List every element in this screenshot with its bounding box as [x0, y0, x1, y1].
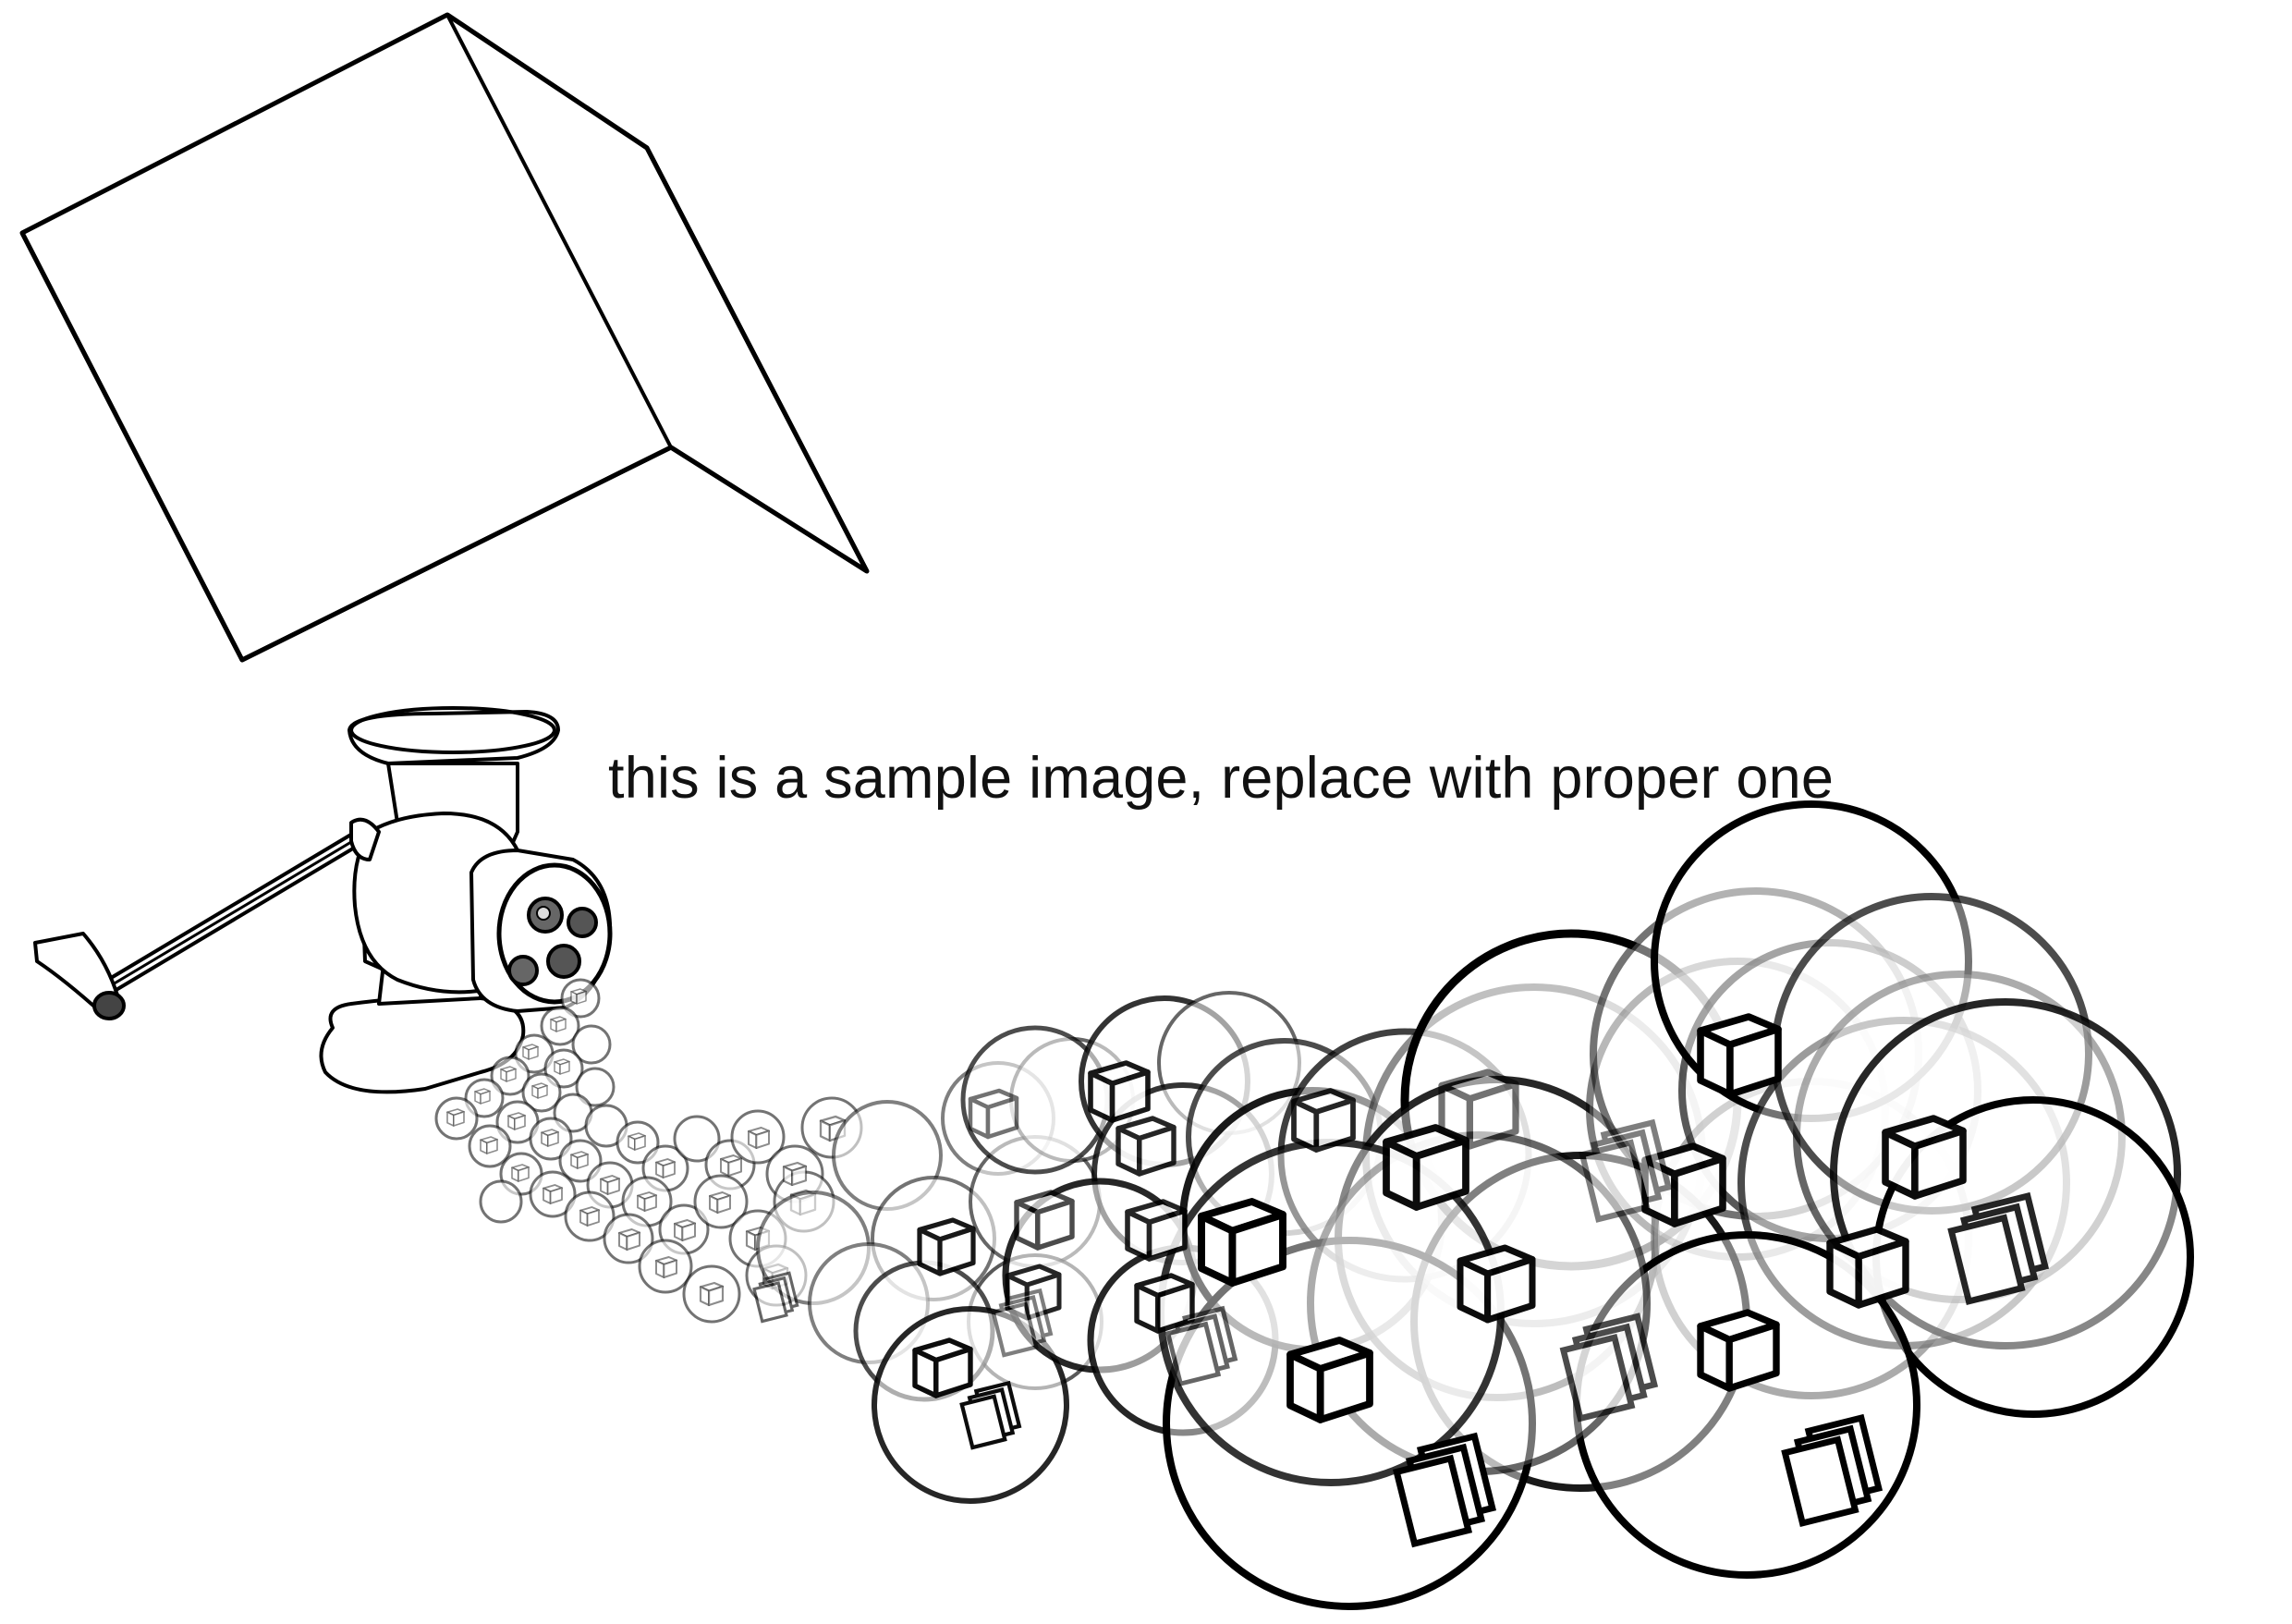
meat-grinder-icon: [33, 706, 613, 1094]
large-cube-icon: [19, 12, 870, 663]
placeholder-caption: this is a sample image, replace with pro…: [608, 746, 1835, 811]
